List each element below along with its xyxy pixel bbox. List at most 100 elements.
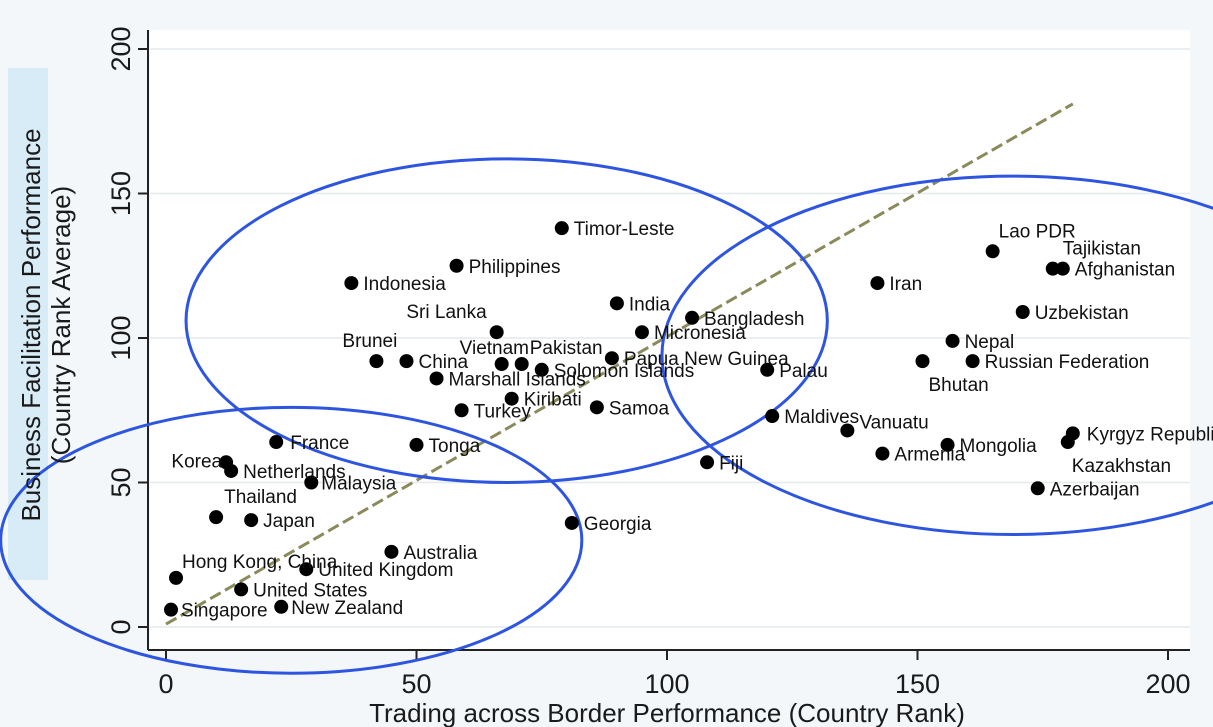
y-tick-label: 100 xyxy=(106,315,136,360)
data-label: Thailand xyxy=(224,487,297,508)
data-label: Samoa xyxy=(609,398,670,419)
y-tick-label: 150 xyxy=(106,171,136,216)
data-label: Tonga xyxy=(429,436,481,457)
x-axis-title: Trading across Border Performance (Count… xyxy=(369,698,965,727)
data-point xyxy=(534,362,549,377)
data-label: Vanuatu xyxy=(859,412,928,433)
data-label: Pakistan xyxy=(530,338,603,359)
data-labels: Singapore Hong Kong, China Korea Netherland… xyxy=(171,219,1213,621)
data-point xyxy=(875,446,890,461)
data-label: Afghanistan xyxy=(1075,260,1175,281)
y-tick-label: 50 xyxy=(106,467,136,497)
data-label: Korea xyxy=(171,451,222,472)
data-label: Vietnam xyxy=(460,338,529,359)
data-label: Maldives xyxy=(784,407,859,428)
data-point xyxy=(634,325,649,340)
y-tick-label: 0 xyxy=(106,619,136,634)
data-point xyxy=(1055,261,1070,276)
trend-line-path xyxy=(165,102,1074,626)
data-label: Bhutan xyxy=(929,375,989,396)
data-point xyxy=(870,276,885,291)
x-tick-label: 50 xyxy=(401,669,431,699)
data-point xyxy=(965,354,980,369)
x-tick-label: 200 xyxy=(1145,669,1190,699)
ylabel-highlight xyxy=(8,68,48,580)
data-point xyxy=(945,333,960,348)
data-label: Turkey xyxy=(474,401,532,422)
data-point xyxy=(504,391,519,406)
data-label: Georgia xyxy=(584,514,652,535)
data-label: Hong Kong, China xyxy=(182,552,338,573)
data-point xyxy=(604,351,619,366)
y-axis-subtitle: (Country Rank Average) xyxy=(46,186,76,464)
cluster-ellipse xyxy=(660,174,1213,536)
data-label: New Zealand xyxy=(291,598,403,619)
data-point xyxy=(760,362,775,377)
trend-line xyxy=(165,102,1074,626)
data-label: Azerbaijan xyxy=(1050,479,1140,500)
data-point xyxy=(449,258,464,273)
data-point xyxy=(224,463,239,478)
data-point xyxy=(384,544,399,559)
data-point xyxy=(554,221,569,236)
data-label: Timor-Leste xyxy=(574,219,675,240)
axes: 0 50 100 150 200 0 50 100 150 200 xyxy=(106,26,1191,699)
data-point xyxy=(514,357,529,372)
cluster-ellipse xyxy=(0,405,584,675)
data-label: France xyxy=(290,433,349,454)
data-point xyxy=(244,513,259,528)
data-label: Micronesia xyxy=(654,323,746,344)
data-point xyxy=(1060,435,1075,450)
data-point xyxy=(209,510,224,525)
data-label: Brunei xyxy=(342,331,397,352)
data-label: Marshall Islands xyxy=(449,369,586,390)
data-point xyxy=(454,403,469,418)
data-point xyxy=(274,599,289,614)
cluster-ellipse xyxy=(184,157,829,484)
data-label: Sri Lanka xyxy=(406,302,487,323)
data-point xyxy=(685,310,700,325)
data-label: Netherlands xyxy=(243,462,345,483)
data-point xyxy=(494,357,509,372)
data-point xyxy=(1045,261,1060,276)
data-label: Papua New Guinea xyxy=(624,349,789,370)
data-label: Malaysia xyxy=(321,474,396,495)
data-label: Mongolia xyxy=(960,436,1038,457)
cluster-ellipses xyxy=(0,157,1213,675)
data-point xyxy=(915,354,930,369)
data-point xyxy=(234,582,249,597)
data-point xyxy=(1030,481,1045,496)
x-tick-label: 0 xyxy=(158,669,173,699)
data-point xyxy=(840,423,855,438)
data-label: Uzbekistan xyxy=(1035,303,1129,324)
x-tick-label: 100 xyxy=(644,669,689,699)
data-label: United States xyxy=(253,580,367,601)
data-point xyxy=(429,371,444,386)
data-label: Singapore xyxy=(181,601,268,622)
data-label: Bangladesh xyxy=(704,309,804,330)
data-point xyxy=(269,435,284,450)
grid-lines xyxy=(150,48,1190,628)
data-point xyxy=(609,296,624,311)
data-label: Iran xyxy=(889,274,922,295)
data-label: Fiji xyxy=(719,453,743,474)
data-point xyxy=(304,475,319,490)
data-label: Japan xyxy=(263,511,315,532)
data-label: Indonesia xyxy=(363,274,446,295)
data-point xyxy=(489,325,504,340)
data-point xyxy=(940,437,955,452)
data-point xyxy=(589,400,604,415)
data-point xyxy=(369,354,384,369)
data-label: China xyxy=(418,352,468,373)
data-label: Lao PDR xyxy=(999,221,1076,242)
data-label: Kyrgyz Republic xyxy=(1087,424,1213,445)
data-point xyxy=(169,570,184,585)
data-label: India xyxy=(629,294,671,315)
data-label: Australia xyxy=(403,543,477,564)
data-label: United Kingdom xyxy=(318,560,453,581)
data-point xyxy=(700,455,715,470)
data-label: Russian Federation xyxy=(985,352,1150,373)
data-point xyxy=(344,276,359,291)
data-label: Nepal xyxy=(965,332,1015,353)
